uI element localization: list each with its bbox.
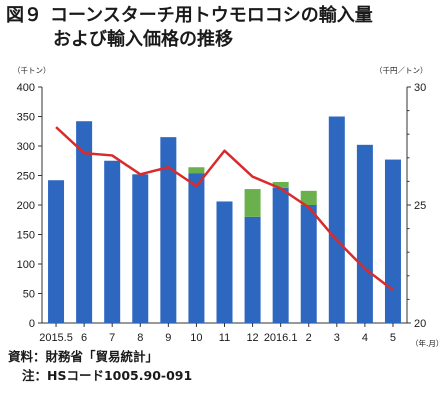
bar-usa [384,159,401,323]
x-tick-label: 6 [81,332,87,344]
bar-usa [300,205,317,323]
x-tick-label: 4 [362,332,368,344]
y-left-tick-label: 350 [17,112,35,124]
x-tick-label: 2 [306,332,312,344]
bar-usa [132,174,149,323]
bar-usa [104,160,121,323]
y-right-unit-label: （千円／トン） [375,65,428,75]
y-left-unit-label: （千トン） [13,65,51,75]
x-unit-label: （年.月） [411,338,443,348]
title-line-2: および輸入価格の推移 [6,28,444,52]
hs-code-note: 注：HSコード1005.90-091 [22,368,193,383]
y-left-tick-label: 150 [17,230,35,242]
y-left-tick-label: 100 [17,259,35,271]
y-left-tick-label: 50 [23,289,35,301]
x-tick-label: 11 [219,332,230,344]
y-right-tick-label: 20 [414,318,426,330]
bar-usa [48,180,65,323]
bar-usa [356,144,373,323]
bar-usa [216,201,233,323]
x-tick-label: 7 [109,332,115,344]
x-tick-label: 2016.1 [264,332,298,344]
x-tick-label: 3 [334,332,340,344]
bar-usa [76,121,93,323]
bar-other [244,189,261,217]
x-tick-label: 9 [165,332,171,344]
y-left-tick-label: 300 [17,141,35,153]
y-left-tick-label: 400 [17,82,35,94]
x-tick-label: 12 [246,332,258,344]
price-line [55,126,394,291]
x-tick-label: 10 [190,332,202,344]
bar-usa [160,137,177,323]
y-right-tick-label: 25 [414,200,426,212]
x-tick-label: 5 [390,332,396,344]
figure-number: 図９ [6,5,42,26]
y-left-tick-label: 250 [17,171,35,183]
title-text-2: および輸入価格の推移 [53,29,233,50]
notes: 資料：財務省「貿易統計」 注：HSコード1005.90-091 [8,347,438,385]
y-left-tick-label: 200 [17,200,35,212]
bar-other [188,167,205,174]
bar-usa [188,173,205,323]
y-left-tick-label: 0 [29,318,35,330]
bar-usa [272,187,289,323]
bar-other [300,190,317,205]
x-tick-label: 8 [137,332,143,344]
bar-usa [328,116,345,323]
figure-title: 図９ コーンスターチ用トウモロコシの輸入量 および輸入価格の推移 [6,4,444,52]
bar-other [272,181,289,188]
y-right-tick-label: 30 [414,82,426,94]
source-note: 資料：財務省「貿易統計」 [8,349,159,364]
x-tick-label: 2015.5 [39,332,73,344]
title-text-1: コーンスターチ用トウモロコシの輸入量 [50,5,373,26]
title-line-1: 図９ コーンスターチ用トウモロコシの輸入量 [6,4,444,28]
bar-usa [244,216,261,323]
